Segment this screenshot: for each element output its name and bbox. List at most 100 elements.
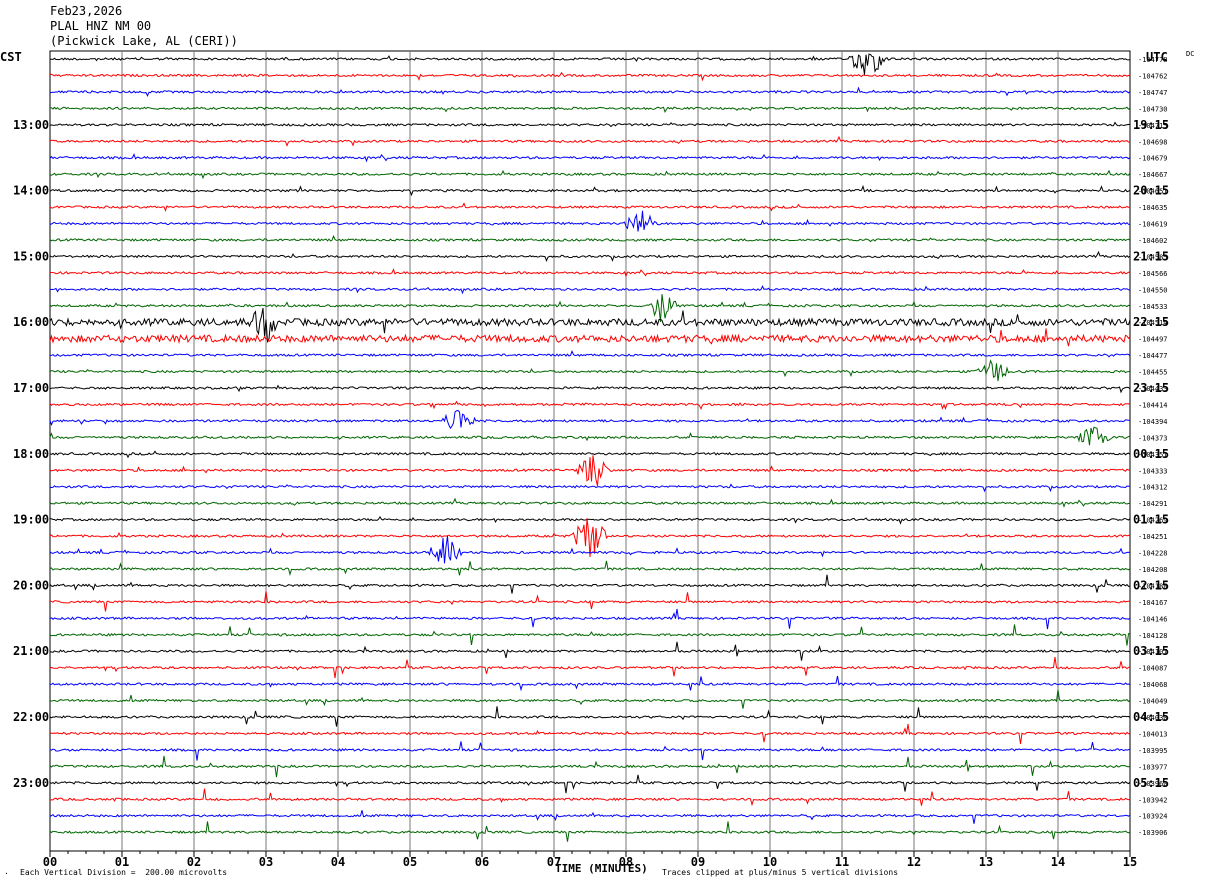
vertical-division-note: Each Vertical Division = 200.00 microvol… — [20, 868, 228, 877]
dc-offset-label: -104128 — [1138, 632, 1168, 640]
seismic-trace — [49, 608, 1131, 630]
seismic-trace — [49, 121, 1131, 128]
seismic-trace — [49, 294, 1131, 323]
seismic-trace — [49, 184, 1131, 197]
seismic-trace — [49, 497, 1131, 508]
dc-offset-label: -104455 — [1138, 369, 1168, 377]
utc-hour-label: 21:15 — [1133, 249, 1169, 263]
x-tick-label: 14 — [1051, 855, 1065, 869]
cst-hour-label: 15:00 — [13, 249, 49, 263]
seismic-trace — [50, 53, 1131, 75]
dc-offset-label: -104228 — [1138, 550, 1168, 558]
dc-offset-label: -104312 — [1138, 484, 1168, 492]
seismic-trace — [49, 755, 1131, 778]
dc-offset-label: -104146 — [1138, 615, 1168, 623]
x-tick-label: 04 — [331, 855, 345, 869]
seismic-trace — [49, 409, 1131, 430]
clipping-note: Traces clipped at plus/minus 5 vertical … — [662, 868, 899, 877]
cst-hour-label: 14:00 — [13, 184, 49, 198]
seismic-trace — [49, 535, 1131, 564]
seismic-trace — [49, 724, 1131, 744]
dc-offset-label: -104566 — [1138, 270, 1168, 278]
seismic-trace — [49, 591, 1131, 612]
dc-offset-label: -104730 — [1138, 105, 1168, 113]
dc-offset-label: -104291 — [1138, 500, 1168, 508]
dc-offset-label: -104497 — [1138, 336, 1168, 344]
dc-offset-label: -104651 — [1138, 188, 1168, 196]
dc-offset-label: -104351 — [1138, 451, 1168, 459]
seismic-trace — [49, 788, 1131, 807]
dc-offset-label: -103924 — [1138, 813, 1168, 821]
dc-offset-label: -104533 — [1138, 303, 1168, 311]
dc-offset-label: -104602 — [1138, 237, 1168, 245]
seismic-trace — [49, 810, 1131, 824]
seismic-trace — [49, 71, 1131, 82]
dc-offset-label: -104698 — [1138, 138, 1168, 146]
seismic-trace — [49, 400, 1131, 411]
cst-hour-label: 18:00 — [13, 447, 49, 461]
seismic-trace — [49, 202, 1131, 212]
dc-offset-label: -104030 — [1138, 714, 1168, 722]
seismic-trace — [50, 515, 1131, 525]
seismic-trace — [49, 384, 1131, 394]
x-tick-label: 00 — [43, 855, 57, 869]
dc-offset-label: -104013 — [1138, 730, 1168, 738]
dc-offset-label: -104269 — [1138, 517, 1168, 525]
seismic-trace — [49, 641, 1131, 661]
seismic-trace — [49, 169, 1131, 180]
seismic-trace — [49, 624, 1131, 646]
date-label: Feb23,2026 — [50, 4, 123, 18]
dc-offset-label: -104550 — [1138, 286, 1168, 294]
cst-hour-label: 19:00 — [13, 513, 49, 527]
seismic-trace — [49, 426, 1131, 446]
seismic-trace — [49, 675, 1131, 692]
utc-hour-label: 01:15 — [1133, 513, 1169, 527]
dc-offset-label: -104619 — [1138, 221, 1168, 229]
left-axis-label: CST — [0, 50, 22, 64]
dc-offset-label: -104477 — [1138, 352, 1168, 360]
dc-offset-label: -104778 — [1138, 56, 1168, 64]
dc-offset-label: -104333 — [1138, 467, 1168, 475]
dc-label: DC — [1186, 50, 1194, 58]
footer-marker: . — [4, 867, 9, 876]
x-tick-label: 07 — [547, 855, 561, 869]
seismic-trace — [49, 234, 1131, 243]
x-tick-label: 10 — [763, 855, 777, 869]
x-tick-label: 03 — [259, 855, 273, 869]
seismic-trace — [49, 328, 1131, 347]
seismic-trace — [49, 135, 1131, 147]
dc-offset-label: -104667 — [1138, 171, 1168, 179]
dc-offset-label: -104414 — [1138, 401, 1168, 409]
utc-hour-label: 19:15 — [1133, 118, 1169, 132]
utc-hour-label: 23:15 — [1133, 381, 1169, 395]
utc-hour-label: 04:15 — [1133, 710, 1169, 724]
seismic-trace — [49, 657, 1131, 679]
dc-offset-label: -104188 — [1138, 582, 1168, 590]
seismic-trace — [49, 250, 1131, 263]
seismic-trace — [49, 153, 1131, 163]
dc-offset-label: -104208 — [1138, 566, 1168, 574]
seismic-trace — [49, 106, 1131, 113]
cst-hour-label: 21:00 — [13, 644, 49, 658]
seismic-trace — [49, 483, 1131, 493]
seismic-trace — [50, 268, 1131, 278]
cst-hour-label: 22:00 — [13, 710, 49, 724]
dc-offset-label: -104514 — [1138, 319, 1168, 327]
dc-offset-label: -104251 — [1138, 533, 1168, 541]
dc-offset-label: -104747 — [1138, 89, 1168, 97]
utc-hour-label: 03:15 — [1133, 644, 1169, 658]
cst-hour-label: 23:00 — [13, 776, 49, 790]
utc-hour-label: 00:15 — [1133, 447, 1169, 461]
x-tick-label: 13 — [979, 855, 993, 869]
seismic-trace — [49, 307, 1131, 344]
dc-offset-label: -104167 — [1138, 599, 1168, 607]
x-tick-label: 06 — [475, 855, 489, 869]
seismic-trace — [49, 210, 1131, 232]
utc-hour-label: 22:15 — [1133, 315, 1169, 329]
x-tick-label: 11 — [835, 855, 849, 869]
x-tick-label: 01 — [115, 855, 129, 869]
x-tick-label: 15 — [1123, 855, 1137, 869]
seismic-trace — [49, 741, 1131, 761]
seismic-trace — [49, 349, 1131, 358]
